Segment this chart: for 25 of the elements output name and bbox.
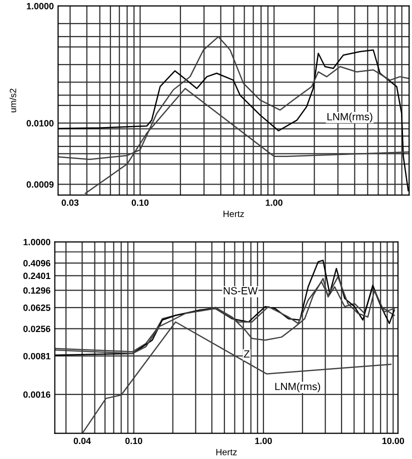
annotation: LNM(rms) xyxy=(275,382,320,392)
y-tick-label: 0.0100 xyxy=(26,120,54,126)
y-tick-label: 0.0009 xyxy=(26,181,54,188)
annotation: LNM(rms) xyxy=(327,112,372,122)
y-tick-label: 0.4096 xyxy=(23,260,50,266)
y-tick-label: 0.0256 xyxy=(23,326,50,332)
x-tick-label: 0.03 xyxy=(62,199,79,206)
y-tick-label: 1.0000 xyxy=(24,238,50,246)
annotation: NS-EW xyxy=(224,287,258,294)
x-tick-label: 0.10 xyxy=(125,438,142,444)
y-tick-label: 0.1296 xyxy=(23,287,50,294)
y-tick-label: 0.2401 xyxy=(23,272,50,280)
x-tick-label: 0.04 xyxy=(74,438,91,444)
y-tick-label: 1.0000 xyxy=(26,2,54,10)
y-tick-label: 0.0625 xyxy=(23,304,50,311)
x-axis-title: Hertz xyxy=(216,448,237,456)
x-tick-label: 1.00 xyxy=(266,199,282,206)
x-tick-label: 0.10 xyxy=(132,199,149,206)
x-tick-label: 10.00 xyxy=(382,438,404,444)
y-tick-label: 0.0016 xyxy=(23,391,50,398)
x-axis-title: Hertz xyxy=(224,210,244,218)
x-tick-label: 1.00 xyxy=(255,438,272,444)
y-tick-label: 0.0081 xyxy=(23,352,50,360)
annotation: Z xyxy=(244,350,250,358)
y-axis-title: um/s2 xyxy=(10,88,16,112)
